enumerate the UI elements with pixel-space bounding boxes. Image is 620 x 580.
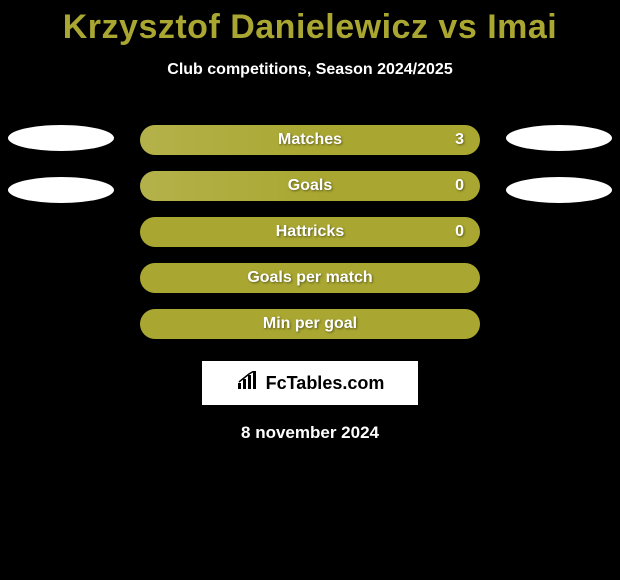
title-player1: Krzysztof Danielewicz — [63, 8, 429, 46]
stat-label: Matches — [140, 131, 480, 149]
stat-value: 0 — [455, 177, 464, 195]
stat-row: Goals0 — [0, 171, 620, 201]
side-ellipse-left — [8, 177, 114, 203]
stat-row: Goals per match — [0, 263, 620, 293]
stat-row: Hattricks0 — [0, 217, 620, 247]
bar-chart-icon — [236, 371, 260, 396]
stat-value: 0 — [455, 223, 464, 241]
side-ellipse-left — [8, 125, 114, 151]
stat-row: Matches3 — [0, 125, 620, 155]
stat-bar: Matches3 — [140, 125, 480, 155]
stat-label: Goals — [140, 177, 480, 195]
title-vs: vs — [428, 8, 487, 46]
stat-label: Goals per match — [140, 269, 480, 287]
date-text: 8 november 2024 — [0, 423, 620, 443]
stat-bar: Hattricks0 — [140, 217, 480, 247]
stat-value: 3 — [455, 131, 464, 149]
subtitle: Club competitions, Season 2024/2025 — [0, 61, 620, 79]
title-player2: Imai — [487, 8, 557, 46]
branding-text: FcTables.com — [266, 373, 385, 394]
stat-bar: Min per goal — [140, 309, 480, 339]
side-ellipse-right — [506, 125, 612, 151]
branding-box[interactable]: FcTables.com — [202, 361, 418, 405]
stat-label: Hattricks — [140, 223, 480, 241]
stat-label: Min per goal — [140, 315, 480, 333]
page-title: Krzysztof Danielewicz vs Imai — [0, 0, 620, 47]
stat-row: Min per goal — [0, 309, 620, 339]
stat-bar: Goals per match — [140, 263, 480, 293]
stat-bar: Goals0 — [140, 171, 480, 201]
side-ellipse-right — [506, 177, 612, 203]
stats-container: Matches3Goals0Hattricks0Goals per matchM… — [0, 125, 620, 339]
